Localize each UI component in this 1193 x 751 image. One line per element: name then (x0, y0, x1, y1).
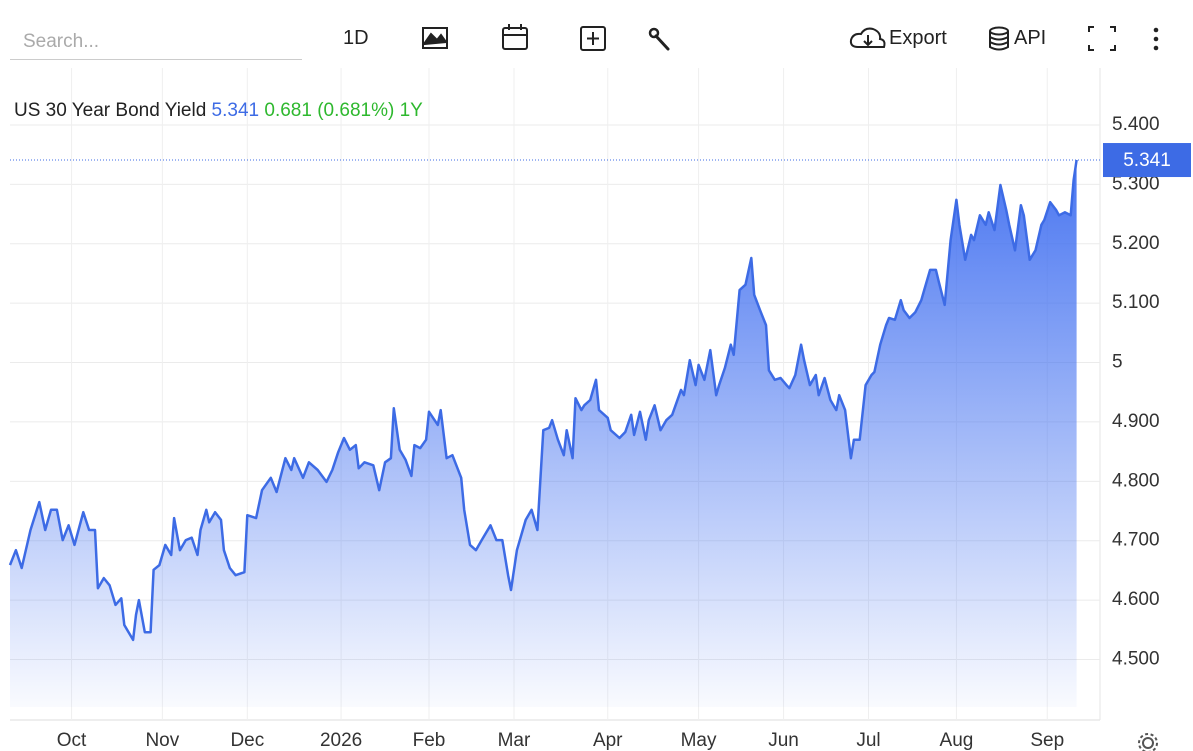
x-tick-label: Aug (940, 730, 974, 751)
export-button[interactable]: Export (889, 27, 947, 49)
x-tick-label: Oct (57, 730, 87, 751)
y-tick-label: 4.800 (1112, 470, 1160, 491)
legend: US 30 Year Bond Yield 5.341 0.681 (0.681… (14, 100, 423, 122)
x-tick-label: May (681, 730, 717, 751)
x-tick-label: Feb (413, 730, 446, 751)
y-tick-label: 5 (1112, 352, 1123, 373)
y-tick-label: 5.300 (1112, 173, 1160, 194)
y-tick-label: 5.200 (1112, 233, 1160, 254)
more-menu-icon[interactable] (1153, 27, 1159, 51)
last-value-tag (1103, 143, 1191, 178)
x-tick-label: Jun (768, 730, 799, 751)
x-tick-label: 2026 (320, 730, 362, 751)
line (8, 159, 1078, 642)
y-tick-label: 4.500 (1112, 649, 1160, 670)
last-value: 5.341 (211, 100, 260, 121)
x-tick-label: Dec (230, 730, 264, 751)
calendar-icon[interactable] (502, 24, 528, 50)
x-tick-label: Jul (856, 730, 880, 751)
y-tick-label: 5.100 (1112, 292, 1160, 313)
y-tick-label: 4.600 (1112, 589, 1160, 610)
add-indicator-icon[interactable] (580, 26, 606, 51)
settings-tool-icon[interactable] (648, 27, 670, 51)
series-name: US 30 Year Bond Yield (14, 100, 207, 121)
change: 0.681 (0.681%) 1Y (264, 100, 423, 121)
x-tick-label: Mar (498, 730, 531, 751)
chart-type-icon[interactable] (421, 27, 448, 49)
last-value-tag-label: 5.341 (1123, 150, 1171, 171)
x-tick-label: Sep (1030, 730, 1064, 751)
export-icon[interactable] (849, 27, 886, 48)
x-tick-label: Nov (145, 730, 179, 751)
y-tick-label: 4.900 (1112, 411, 1160, 432)
fullscreen-icon[interactable] (1088, 26, 1116, 51)
settings-gear-icon[interactable] (1138, 733, 1158, 751)
y-tick-label: 5.400 (1112, 114, 1160, 135)
api-button[interactable]: API (1014, 27, 1047, 49)
interval-button[interactable]: 1D (343, 27, 369, 49)
y-tick-label: 4.700 (1112, 530, 1160, 551)
search-box[interactable]: Search... (10, 22, 302, 60)
x-tick-label: Apr (593, 730, 623, 751)
api-icon[interactable] (989, 26, 1009, 51)
